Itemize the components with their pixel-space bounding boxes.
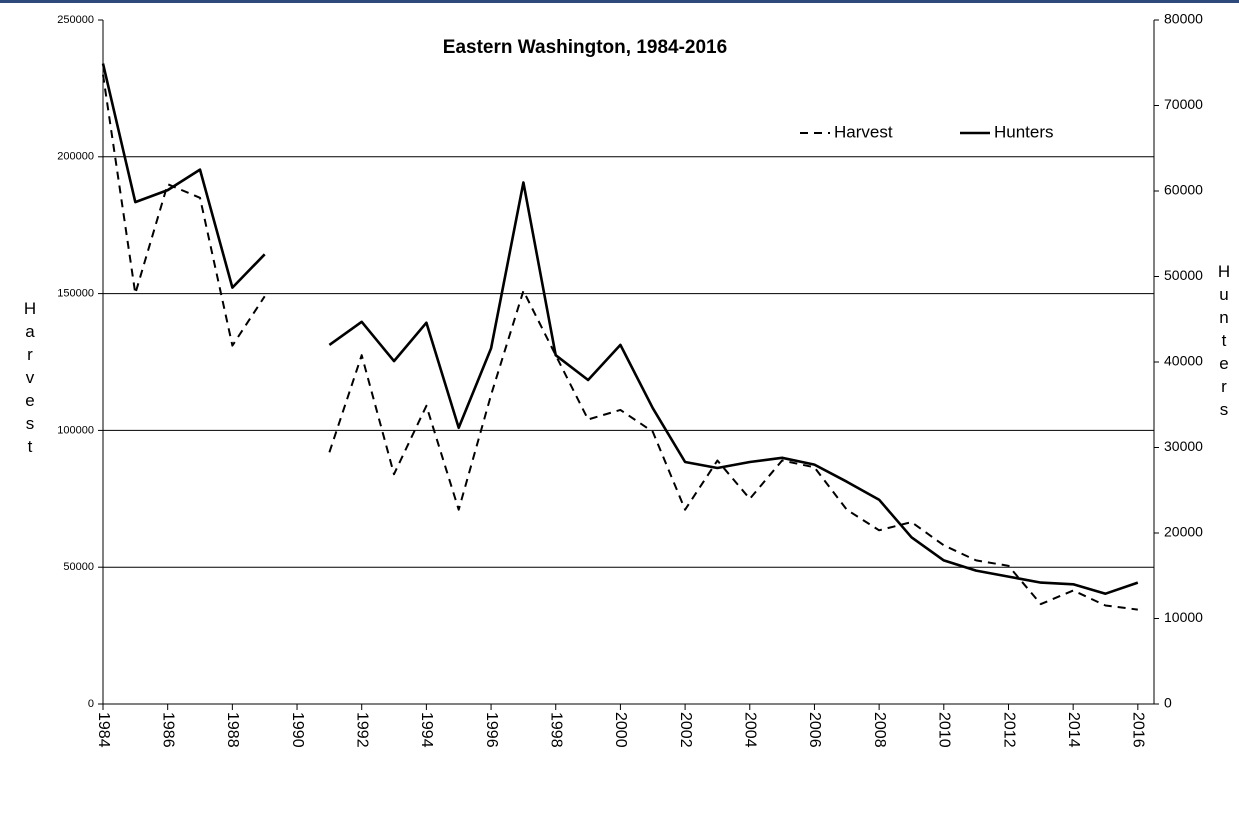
x-tick-label: 2010	[936, 712, 953, 748]
line-series	[102, 74, 1138, 611]
y-tick-label: 100000	[57, 424, 94, 436]
y2-tick-label: 20000	[1164, 524, 1203, 540]
y2-tick-label: 70000	[1164, 96, 1203, 112]
top-border	[0, 0, 1239, 3]
y2-tick-label: 10000	[1164, 609, 1203, 625]
y-tick-label: 0	[88, 698, 94, 710]
legend-label: Hunters	[994, 122, 1054, 141]
x-tick-label: 1988	[224, 712, 241, 748]
y2-tick-label: 40000	[1164, 353, 1203, 369]
line-series	[101, 63, 1139, 595]
y2-tick-label: 50000	[1164, 267, 1203, 283]
x-tick-label: 1984	[95, 712, 112, 748]
x-tick-label: 1992	[353, 712, 370, 748]
x-tick-label: 2016	[1130, 712, 1147, 748]
y2-tick-label: 60000	[1164, 182, 1203, 198]
x-tick-label: 1998	[548, 712, 565, 748]
y-tick-label: 50000	[63, 561, 94, 573]
x-tick-label: 1990	[289, 712, 306, 748]
x-tick-label: 2004	[742, 712, 759, 748]
x-tick-label: 2002	[677, 712, 694, 748]
y2-tick-label: 80000	[1164, 11, 1203, 27]
y-tick-label: 150000	[57, 288, 94, 300]
chart-title: Eastern Washington, 1984-2016	[443, 37, 727, 58]
x-tick-label: 1986	[159, 712, 176, 748]
legend-label: Harvest	[834, 122, 893, 141]
x-tick-label: 2006	[806, 712, 823, 748]
x-tick-label: 2000	[612, 712, 629, 748]
x-tick-label: 2012	[1000, 712, 1017, 748]
x-tick-label: 2014	[1065, 712, 1082, 748]
y-tick-label: 250000	[57, 14, 94, 26]
y2-tick-label: 30000	[1164, 438, 1203, 454]
x-tick-label: 1996	[483, 712, 500, 748]
x-tick-label: 1994	[418, 712, 435, 748]
x-tick-label: 2008	[871, 712, 888, 748]
y2-tick-label: 0	[1164, 695, 1172, 711]
y-tick-label: 200000	[57, 151, 94, 163]
